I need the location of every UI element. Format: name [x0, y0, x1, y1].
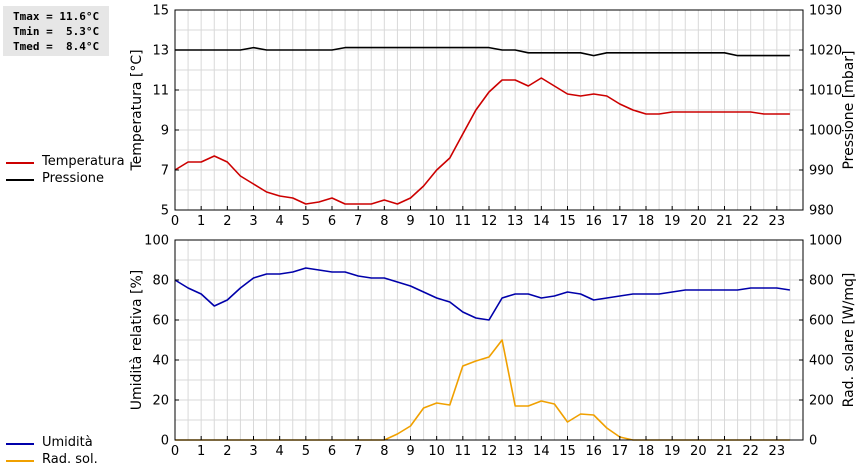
x-tick-label: 2	[223, 214, 231, 229]
x-tick-label: 16	[585, 444, 602, 459]
y2-tick-label: 1000	[809, 234, 842, 249]
x-tick-label: 11	[455, 214, 472, 229]
y2-tick-label: 990	[809, 164, 834, 179]
y2-tick-label: 400	[809, 354, 834, 369]
y2-tick-label: 600	[809, 314, 834, 329]
y-tick-label: 20	[152, 394, 169, 409]
legend-item-pressione: Pressione	[6, 171, 126, 189]
x-tick-label: 3	[249, 444, 257, 459]
x-tick-label: 9	[406, 444, 414, 459]
y2-tick-label: 1010	[809, 84, 842, 99]
x-tick-label: 18	[638, 214, 655, 229]
x-tick-label: 10	[428, 214, 445, 229]
stat-tmin: Tmin = 5.3°C	[13, 25, 100, 38]
y-axis-title: Temperatura [°C]	[129, 49, 145, 171]
stat-tmed: Tmed = 8.4°C	[13, 40, 100, 53]
stat-tmax: Tmax = 11.6°C	[13, 10, 100, 23]
series-line-pressione	[175, 46, 790, 57]
legend-label-temperatura: Temperatura	[42, 154, 125, 169]
y-tick-label: 7	[161, 164, 169, 179]
legend-swatch-temperatura	[6, 162, 34, 164]
y2-tick-label: 980	[809, 204, 834, 219]
x-tick-label: 14	[533, 444, 550, 459]
legend-label-umidita: Umidità	[42, 435, 93, 450]
y-tick-label: 15	[152, 4, 169, 19]
x-tick-label: 14	[533, 214, 550, 229]
x-tick-label: 7	[354, 214, 362, 229]
y2-tick-label: 1020	[809, 44, 842, 59]
series-line-rad-sol	[175, 339, 790, 441]
x-tick-label: 4	[276, 444, 284, 459]
x-tick-label: 21	[716, 444, 733, 459]
legend-swatch-pressione	[6, 179, 34, 181]
x-tick-label: 0	[171, 214, 179, 229]
x-tick-label: 7	[354, 444, 362, 459]
y2-tick-label: 1030	[809, 4, 842, 19]
stats-box: Tmax = 11.6°C Tmin = 5.3°C Tmed = 8.4°C	[3, 6, 109, 56]
temperature-pressure-chart: 0 1 2 3 4 5 6 7 8 9 10 11 12 13 14 15 16 17 18 19 20 21 22 2357…	[129, 4, 857, 230]
y-tick-label: 11	[152, 84, 169, 99]
x-tick-label: 1	[197, 214, 205, 229]
x-tick-label: 5	[302, 444, 310, 459]
legend-swatch-umidita	[6, 443, 34, 445]
x-tick-label: 3	[249, 214, 257, 229]
legend-label-pressione: Pressione	[42, 171, 105, 186]
y-tick-label: 5	[161, 204, 169, 219]
y2-axis-title: Rad. solare [W/mq]	[841, 273, 857, 408]
y-axis-title: Umidità relativa [%]	[129, 270, 145, 411]
y2-tick-label: 200	[809, 394, 834, 409]
series-line-umidit	[174, 267, 791, 321]
x-tick-label: 19	[664, 214, 681, 229]
x-tick-label: 2	[223, 444, 231, 459]
x-tick-label: 5	[302, 214, 310, 229]
y2-tick-label: 0	[809, 434, 817, 449]
y-tick-label: 60	[152, 314, 169, 329]
x-tick-label: 22	[742, 214, 759, 229]
series-line-temperatura	[174, 77, 790, 205]
y-tick-label: 13	[152, 44, 169, 59]
x-tick-label: 13	[507, 214, 524, 229]
x-tick-label: 17	[612, 444, 629, 459]
x-tick-label: 15	[559, 214, 576, 229]
x-tick-label: 20	[690, 214, 707, 229]
x-tick-label: 15	[559, 444, 576, 459]
y-tick-label: 9	[161, 124, 169, 139]
x-tick-label: 13	[507, 444, 524, 459]
x-tick-label: 23	[769, 214, 786, 229]
x-tick-label: 16	[585, 214, 602, 229]
x-tick-label: 22	[742, 444, 759, 459]
x-tick-label: 12	[481, 444, 498, 459]
x-tick-label: 21	[716, 214, 733, 229]
y-tick-label: 0	[161, 434, 169, 449]
x-tick-label: 0	[171, 444, 179, 459]
legend-item-temperatura: Temperatura	[6, 154, 126, 172]
x-tick-label: 17	[612, 214, 629, 229]
x-tick-label: 9	[406, 214, 414, 229]
x-tick-label: 6	[328, 444, 336, 459]
x-tick-label: 6	[328, 214, 336, 229]
y2-tick-label: 800	[809, 274, 834, 289]
x-tick-label: 8	[380, 444, 388, 459]
y-tick-label: 100	[144, 234, 169, 249]
x-tick-label: 11	[455, 444, 472, 459]
y2-tick-label: 1000	[809, 124, 842, 139]
legend-swatch-rad-sol	[6, 460, 34, 462]
y-tick-label: 80	[152, 274, 169, 289]
y2-axis-title: Pressione [mbar]	[841, 50, 857, 169]
humidity-radiation-chart: 0 1 2 3 4 5 6 7 8 9 10 11 12 13 14 15 16 17 18 19 20 21 22 2302…	[129, 234, 857, 460]
charts-svg: 0 1 2 3 4 5 6 7 8 9 10 11 12 13 14 15 16 17 18 19 20 21 22 2357…	[129, 4, 857, 460]
x-tick-label: 19	[664, 444, 681, 459]
x-tick-label: 23	[769, 444, 786, 459]
x-tick-label: 8	[380, 214, 388, 229]
x-tick-label: 20	[690, 444, 707, 459]
x-tick-label: 1	[197, 444, 205, 459]
x-tick-label: 4	[276, 214, 284, 229]
x-tick-label: 18	[638, 444, 655, 459]
legend-item-umidita: Umidità	[6, 435, 126, 453]
x-tick-label: 10	[428, 444, 445, 459]
y-tick-label: 40	[152, 354, 169, 369]
x-tick-label: 12	[481, 214, 498, 229]
